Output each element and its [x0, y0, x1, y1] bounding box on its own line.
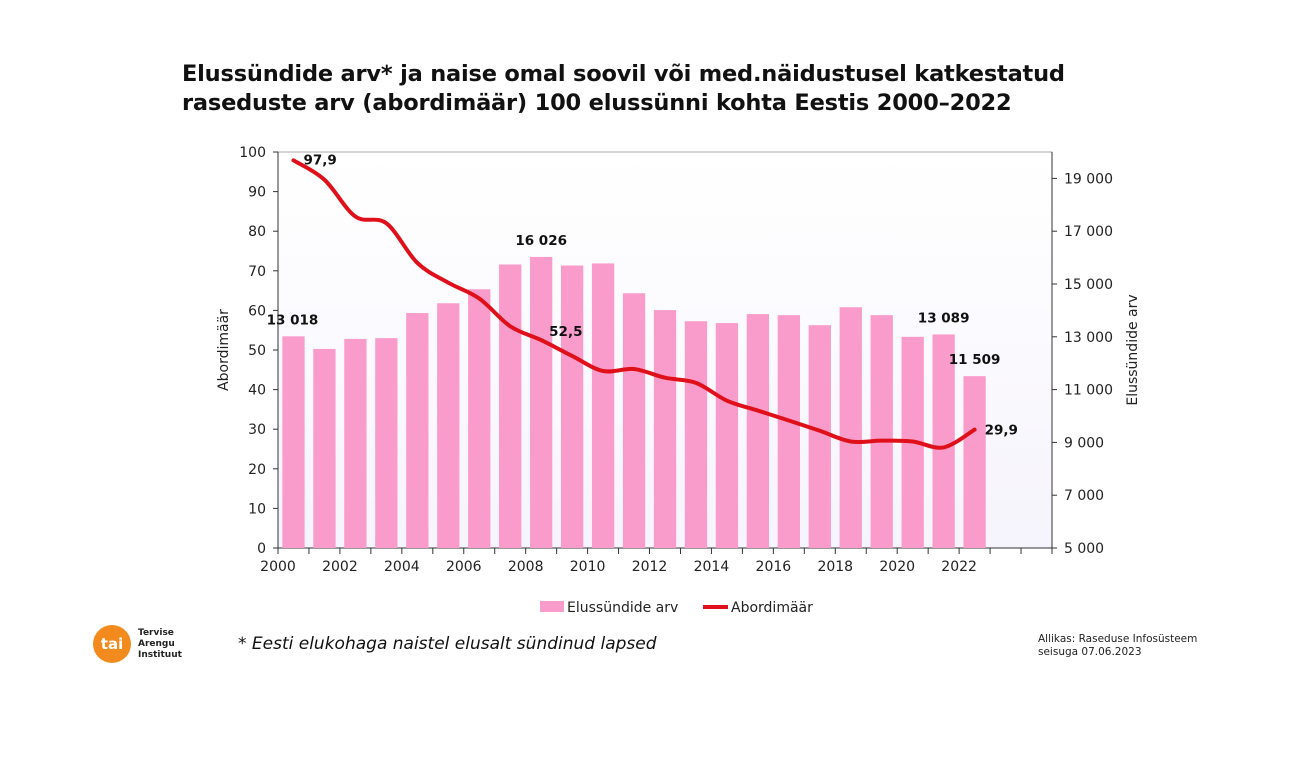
bar	[375, 338, 398, 548]
left-tick-label: 30	[248, 422, 266, 438]
x-tick-label: 2006	[446, 559, 482, 575]
bar	[499, 264, 522, 548]
logo-line: Instituut	[138, 649, 182, 660]
abortion-rate-line	[291, 158, 977, 450]
bar	[684, 321, 708, 548]
right-tick-label: 9 000	[1064, 435, 1104, 451]
x-tick-label: 2022	[941, 559, 977, 575]
x-tick-label: 2020	[879, 559, 915, 575]
right-tick-label: 5 000	[1064, 541, 1104, 557]
left-tick-label: 0	[257, 541, 266, 557]
data-label: 13 089	[918, 310, 970, 326]
title-line-1: Elussündide arv* ja naise omal soovil võ…	[182, 61, 1065, 87]
left-tick-label: 50	[248, 343, 266, 359]
data-label: 29,9	[985, 423, 1018, 439]
x-tick-label: 2016	[756, 559, 792, 575]
data-label: 52,5	[549, 324, 582, 340]
bar	[777, 315, 800, 548]
source-note: Allikas: Raseduse Infosüsteem seisuga 07…	[1038, 633, 1197, 659]
x-tick-label: 2008	[508, 559, 544, 575]
x-tick-label: 2018	[817, 559, 853, 575]
bar	[560, 265, 584, 548]
left-tick-label: 40	[248, 383, 266, 399]
left-tick-label: 60	[248, 303, 266, 319]
bar	[963, 376, 986, 548]
right-tick-label: 7 000	[1064, 488, 1104, 504]
data-label: 16 026	[515, 233, 567, 249]
bar	[622, 293, 646, 548]
right-tick-label: 11 000	[1064, 383, 1113, 399]
source-line: seisuga 07.06.2023	[1038, 646, 1142, 658]
bar	[437, 303, 460, 548]
source-line: Allikas: Raseduse Infosüsteem	[1038, 633, 1198, 645]
right-tick-label: 13 000	[1064, 330, 1113, 346]
legend-bar-label: Elussündide arv	[567, 600, 678, 616]
bar	[344, 338, 367, 548]
x-tick-label: 2014	[694, 559, 730, 575]
left-tick-label: 80	[248, 224, 266, 240]
right-tick-label: 15 000	[1064, 277, 1113, 293]
bar	[313, 348, 336, 548]
data-label: 11 509	[949, 352, 1001, 368]
right-tick-label: 17 000	[1064, 224, 1113, 240]
logo-line: Arengu	[138, 638, 175, 649]
x-tick-label: 2002	[322, 559, 358, 575]
bar	[653, 310, 677, 548]
chart-title: Elussündide arv* ja naise omal soovil võ…	[182, 60, 1065, 118]
bar	[591, 263, 615, 548]
left-tick-label: 10	[248, 501, 266, 517]
bar	[468, 289, 491, 548]
right-tick-label: 19 000	[1064, 171, 1113, 187]
bar	[406, 313, 429, 548]
bar	[808, 325, 831, 548]
right-axis-title: Elussündide arv	[1125, 294, 1141, 405]
left-tick-label: 90	[248, 185, 266, 201]
footnote: * Eesti elukohaga naistel elusalt sündin…	[238, 634, 657, 654]
bar	[746, 314, 770, 548]
x-tick-label: 2012	[632, 559, 668, 575]
bar	[282, 336, 305, 548]
x-tick-label: 2004	[384, 559, 420, 575]
logo-mark: tai	[93, 625, 131, 663]
left-tick-label: 100	[239, 145, 266, 161]
left-tick-label: 70	[248, 264, 266, 280]
logo: tai Tervise Arengu Instituut	[93, 625, 182, 663]
left-tick-label: 20	[248, 462, 266, 478]
bar	[870, 315, 893, 548]
data-label: 13 018	[267, 312, 319, 328]
x-tick-label: 2000	[260, 559, 296, 575]
legend-bar-swatch	[540, 601, 564, 612]
legend-line-label: Abordimäär	[731, 600, 813, 616]
bar	[715, 323, 739, 548]
bar	[839, 307, 862, 548]
left-axis-title: Abordimäär	[216, 309, 232, 391]
title-line-2: raseduste arv (abordimäär) 100 elussünni…	[182, 90, 1012, 116]
logo-line: Tervise	[138, 627, 174, 638]
logo-text: Tervise Arengu Instituut	[138, 628, 182, 661]
bar	[932, 334, 955, 548]
data-label: 97,9	[303, 152, 336, 168]
bar	[530, 256, 553, 548]
x-tick-label: 2010	[570, 559, 606, 575]
